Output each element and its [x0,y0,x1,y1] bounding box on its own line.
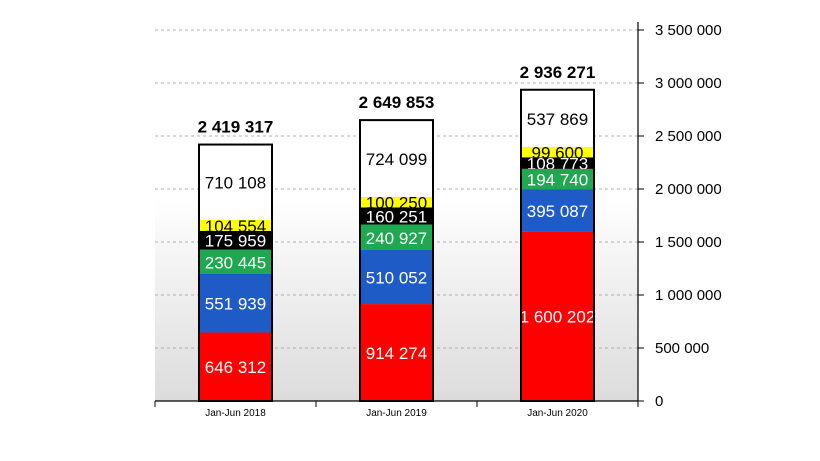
segment-data-label: 175 959 [205,232,266,251]
bar-segment [199,219,272,231]
bar-segment [199,230,272,250]
bar-segment [521,231,594,401]
bar-segment [360,196,433,208]
segment-data-label: 551 939 [205,295,266,314]
y-tick-label: 500 000 [655,340,709,357]
segment-data-label: 537 869 [527,110,588,129]
segment-data-label: 194 740 [527,171,588,190]
segment-data-label: 160 251 [366,207,427,226]
x-tick-label: Jan-Jun 2020 [527,408,588,419]
segment-data-label: 710 108 [205,174,266,193]
segment-data-label: 1 600 202 [520,308,596,327]
bar-segment [360,207,433,225]
x-tick-label: Jan-Jun 2018 [205,408,266,419]
segment-data-label: 510 052 [366,269,427,288]
segment-data-label: 646 312 [205,358,266,377]
axes: 0 500 000 1 000 000 1 500 000 2 000 000 2 500… [154,22,722,419]
bar-segment [521,168,594,190]
y-tick-label: 1 000 000 [655,287,722,304]
bar-segment [521,189,594,232]
total-data-label: 2 936 271 [520,63,596,82]
bar-segment [360,224,433,251]
bar-segment [360,120,433,197]
y-tick-label: 3 500 000 [655,22,722,39]
y-tick-label: 1 500 000 [655,234,722,251]
segment-data-label: 104 554 [205,217,266,236]
bar-segment [521,146,594,158]
bar-segment [521,157,594,169]
bar-segment [360,304,433,401]
segment-data-label: 395 087 [527,202,588,221]
y-tick-label: 3 000 000 [655,75,722,92]
segment-data-label: 240 927 [366,229,427,248]
total-data-label: 2 419 317 [198,118,274,137]
bar-segment [199,249,272,274]
bar-segment [199,273,272,333]
segment-data-label: 108 773 [527,155,588,174]
total-data-label: 2 649 853 [359,93,435,112]
y-tick-label: 0 [655,393,663,410]
bar-segment [521,89,594,147]
y-tick-label: 2 000 000 [655,181,722,198]
bar-segment [360,250,433,305]
y-tick-label: 2 500 000 [655,128,722,145]
segment-data-label: 99 600 [532,144,584,163]
segment-data-label: 230 445 [205,253,266,272]
bar-segment [199,332,272,401]
bar-segment [199,144,272,220]
segment-data-label: 724 099 [366,150,427,169]
segment-data-label: 100 250 [366,194,427,213]
segment-data-label: 914 274 [366,344,427,363]
x-tick-label: Jan-Jun 2019 [366,408,427,419]
